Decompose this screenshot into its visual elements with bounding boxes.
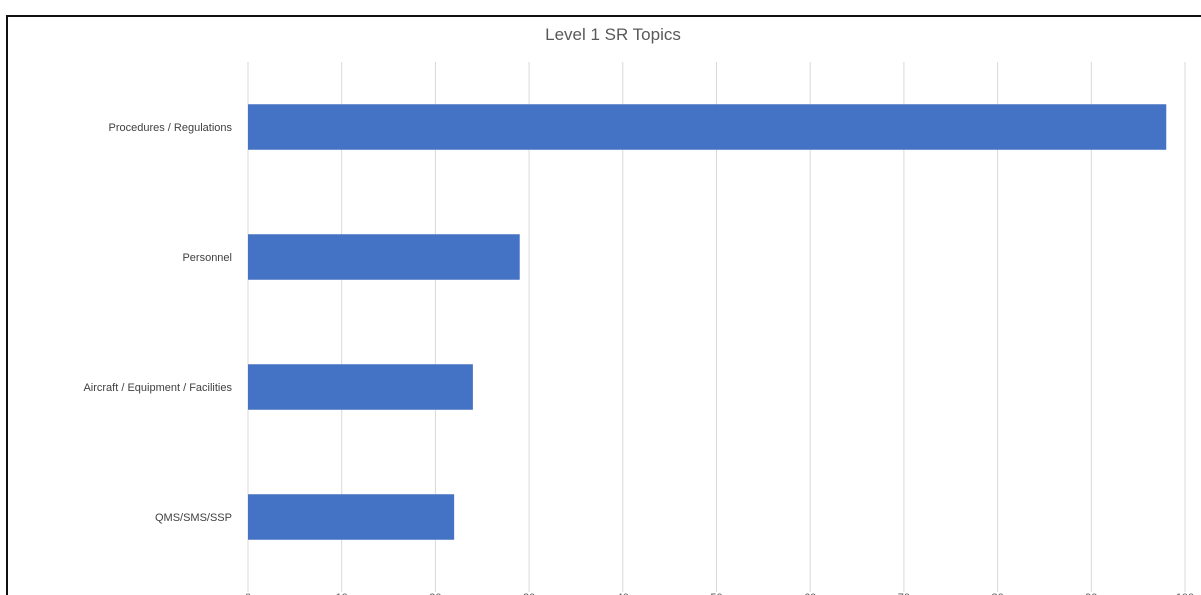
x-tick-label-80: 80 [991, 592, 1003, 595]
category-label-3: QMS/SMS/SSP [155, 512, 232, 524]
category-label-0: Procedures / Regulations [108, 122, 232, 134]
x-tick-label-40: 40 [617, 592, 629, 595]
category-label-1: Personnel [182, 252, 232, 264]
category-label-2: Aircraft / Equipment / Facilities [83, 382, 232, 394]
x-tick-label-90: 90 [1085, 592, 1097, 595]
bar-3 [248, 494, 455, 540]
bars [248, 104, 1167, 540]
bar-2 [248, 364, 473, 410]
x-tick-label-0: 0 [245, 592, 251, 595]
bar-1 [248, 234, 520, 280]
category-labels: Procedures / Regulations Personnel Aircraf… [83, 122, 232, 524]
x-tick-label-30: 30 [523, 592, 535, 595]
x-axis-ticks: 0 10 20 30 40 50 60 70 80 90 100 [245, 592, 1194, 595]
x-tick-label-60: 60 [804, 592, 816, 595]
x-tick-label-10: 10 [336, 592, 348, 595]
x-tick-label-100: 100 [1176, 592, 1194, 595]
bar-0 [248, 104, 1167, 150]
x-tick-label-20: 20 [429, 592, 441, 595]
x-tick-label-70: 70 [898, 592, 910, 595]
chart-title: Level 1 SR Topics [545, 25, 681, 44]
x-tick-label-50: 50 [710, 592, 722, 595]
